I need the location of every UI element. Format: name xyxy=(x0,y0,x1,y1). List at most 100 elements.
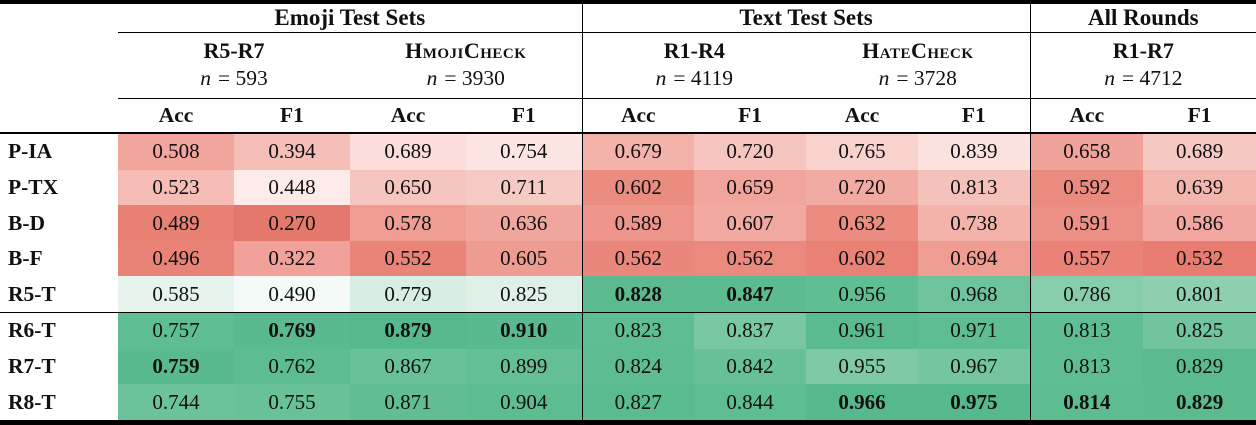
corner-cell xyxy=(0,4,118,33)
result-cell: 0.967 xyxy=(918,348,1031,385)
testset-header: R5-R7 xyxy=(203,38,265,63)
table-row: R8-T 0.744 0.755 0.871 0.904 0.827 0.844 0.966 0… xyxy=(0,384,1256,420)
result-cell: 0.532 xyxy=(1143,240,1256,277)
row-label: B-F xyxy=(0,240,118,277)
sample-size: n = 3728 xyxy=(806,64,1031,99)
sample-size: n = 3930 xyxy=(350,64,583,99)
row-label: B-D xyxy=(0,205,118,241)
result-cell: 0.270 xyxy=(234,205,350,241)
result-cell: 0.605 xyxy=(466,240,583,277)
result-cell: 0.585 xyxy=(118,276,234,313)
result-cell: 0.592 xyxy=(1029,169,1144,206)
n-value: = 4119 xyxy=(673,66,734,90)
row-label: R8-T xyxy=(0,384,118,420)
result-cell: 0.557 xyxy=(1029,240,1144,277)
testset-header: R1-R7 xyxy=(1029,32,1256,64)
table-row: P-TX 0.523 0.448 0.650 0.711 0.602 0.659 0.720 0… xyxy=(0,169,1256,206)
result-cell: 0.842 xyxy=(694,348,807,385)
result-cell: 0.754 xyxy=(466,133,583,170)
result-cell: 0.769 xyxy=(234,312,350,349)
result-cell: 0.779 xyxy=(350,276,466,313)
table-row: P-IA 0.508 0.394 0.689 0.754 0.679 0.720 0.765 0… xyxy=(0,133,1256,170)
result-cell: 0.765 xyxy=(806,133,919,170)
result-cell: 0.844 xyxy=(694,384,807,420)
corner-cell xyxy=(0,98,118,134)
table-row: R7-T 0.759 0.762 0.867 0.899 0.824 0.842 0.955 0… xyxy=(0,348,1256,385)
result-cell: 0.829 xyxy=(1143,384,1256,420)
table-row: R6-T 0.757 0.769 0.879 0.910 0.823 0.837 0.961 0… xyxy=(0,312,1256,349)
n-value: = 593 xyxy=(217,66,268,90)
result-cell: 0.679 xyxy=(581,133,695,170)
result-cell: 0.720 xyxy=(806,169,919,206)
n-variable: n xyxy=(878,66,890,90)
result-cell: 0.879 xyxy=(350,312,466,349)
corner-cell xyxy=(0,64,118,99)
result-cell: 0.523 xyxy=(118,169,234,206)
result-cell: 0.636 xyxy=(466,205,583,241)
result-cell: 0.956 xyxy=(806,276,919,313)
result-cell: 0.955 xyxy=(806,348,919,385)
result-cell: 0.786 xyxy=(1029,276,1144,313)
metric-header: Acc xyxy=(350,98,466,134)
sample-size: n = 4119 xyxy=(581,64,807,99)
result-cell: 0.813 xyxy=(918,169,1031,206)
result-cell: 0.689 xyxy=(1143,133,1256,170)
result-cell: 0.759 xyxy=(118,348,234,385)
testset-header: HmojiCheck xyxy=(405,38,527,63)
result-cell: 0.720 xyxy=(694,133,807,170)
result-cell: 0.694 xyxy=(918,240,1031,277)
result-cell: 0.899 xyxy=(466,348,583,385)
group-header: Emoji Test Sets xyxy=(118,4,583,33)
result-cell: 0.825 xyxy=(466,276,583,313)
result-cell: 0.801 xyxy=(1143,276,1256,313)
result-cell: 0.975 xyxy=(918,384,1031,420)
result-cell: 0.496 xyxy=(118,240,234,277)
result-cell: 0.562 xyxy=(694,240,807,277)
testset-header: HateCheck xyxy=(862,38,974,63)
metric-header: Acc xyxy=(806,98,919,134)
sample-size: n = 4712 xyxy=(1029,64,1256,99)
result-cell: 0.762 xyxy=(234,348,350,385)
table-row: R5-T 0.585 0.490 0.779 0.825 0.828 0.847 0.956 0… xyxy=(0,276,1256,313)
result-cell: 0.755 xyxy=(234,384,350,420)
result-cell: 0.837 xyxy=(694,312,807,349)
result-cell: 0.744 xyxy=(118,384,234,420)
result-cell: 0.578 xyxy=(350,205,466,241)
result-cell: 0.847 xyxy=(694,276,807,313)
result-cell: 0.658 xyxy=(1029,133,1144,170)
result-cell: 0.824 xyxy=(581,348,695,385)
row-label: R7-T xyxy=(0,348,118,385)
testset-header: R1-R4 xyxy=(581,32,807,64)
result-cell: 0.586 xyxy=(1143,205,1256,241)
result-cell: 0.589 xyxy=(581,205,695,241)
metric-header: F1 xyxy=(234,98,350,134)
table-row: B-F 0.496 0.322 0.552 0.605 0.562 0.562 0.602 0.… xyxy=(0,240,1256,277)
metric-header: F1 xyxy=(918,98,1031,134)
result-cell: 0.961 xyxy=(806,312,919,349)
result-cell: 0.562 xyxy=(581,240,695,277)
row-label: P-IA xyxy=(0,133,118,170)
results-table: Emoji Test Sets Text Test Sets All Rounds R… xyxy=(0,4,1256,420)
result-cell: 0.827 xyxy=(581,384,695,420)
result-cell: 0.394 xyxy=(234,133,350,170)
row-label: R6-T xyxy=(0,312,118,349)
result-cell: 0.966 xyxy=(806,384,919,420)
result-cell: 0.867 xyxy=(350,348,466,385)
result-cell: 0.711 xyxy=(466,169,583,206)
n-variable: n xyxy=(200,66,211,90)
result-cell: 0.448 xyxy=(234,169,350,206)
result-cell: 0.602 xyxy=(806,240,919,277)
result-cell: 0.757 xyxy=(118,312,234,349)
result-cell: 0.871 xyxy=(350,384,466,420)
result-cell: 0.659 xyxy=(694,169,807,206)
result-cell: 0.490 xyxy=(234,276,350,313)
metric-header: Acc xyxy=(1029,98,1144,134)
result-cell: 0.814 xyxy=(1029,384,1144,420)
sample-size: n = 593 xyxy=(118,64,350,99)
row-label: P-TX xyxy=(0,169,118,206)
result-cell: 0.591 xyxy=(1029,205,1144,241)
group-header: Text Test Sets xyxy=(581,4,1031,33)
result-cell: 0.738 xyxy=(918,205,1031,241)
n-value: = 3728 xyxy=(896,66,957,90)
